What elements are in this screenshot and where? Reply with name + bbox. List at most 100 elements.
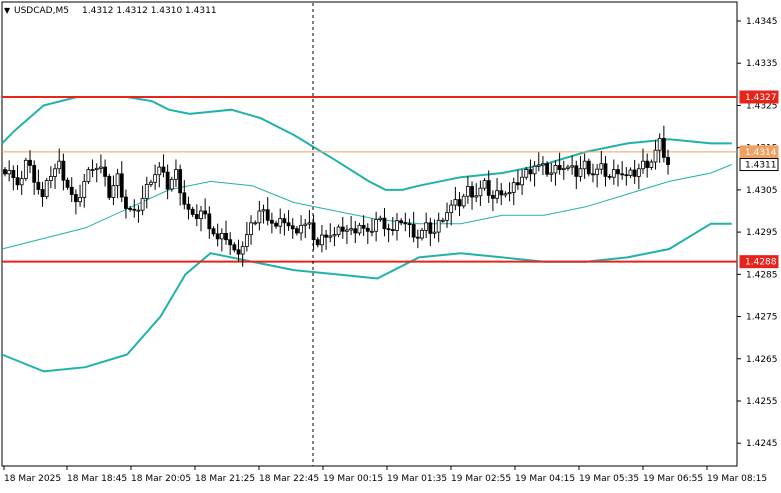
price-tags: 1.4327 1.4314 1.4311 1.4288 [739, 90, 779, 269]
candle-body [328, 235, 333, 238]
candle-body [611, 169, 616, 178]
candle-body [528, 169, 533, 175]
x-tick-label: 19 Mar 05:35 [579, 474, 639, 484]
candle-body [520, 176, 524, 186]
x-tick-label: 18 Mar 21:25 [195, 474, 255, 484]
candle-body [399, 220, 404, 224]
candle-body [315, 239, 320, 246]
price-tag-label: 1.4314 [745, 148, 777, 158]
candle-body [136, 209, 141, 212]
candle-body [495, 190, 499, 199]
x-axis: 18 Mar 2025 18 Mar 18:45 18 Mar 20:05 18 Ma… [3, 466, 767, 484]
candle-body [340, 226, 345, 232]
candle-body [453, 199, 458, 206]
candle-body [561, 167, 566, 171]
candle-body [103, 166, 107, 177]
candle-body [132, 208, 137, 211]
candle-body [336, 226, 341, 236]
candle-body [374, 219, 379, 232]
candle-body [278, 218, 283, 227]
y-tick-label: 1.4325 [746, 101, 778, 111]
candle-body [82, 181, 87, 198]
y-tick-label: 1.4295 [746, 228, 778, 238]
candle-body [78, 197, 82, 203]
candle-body [69, 186, 74, 195]
candle-body [436, 219, 441, 233]
candle-body [282, 218, 287, 224]
y-tick-label: 1.4285 [746, 270, 778, 280]
candle-body [274, 222, 278, 227]
candlesticks [3, 125, 670, 267]
candle-body [286, 222, 291, 227]
candle-body [303, 223, 308, 226]
candle-body [119, 173, 124, 198]
candle-body [3, 169, 7, 175]
candle-body [53, 168, 57, 177]
candle-body [586, 160, 591, 175]
candle-body [111, 185, 116, 198]
candle-body [465, 186, 470, 197]
candle-body [307, 222, 312, 225]
candle-body [11, 170, 16, 179]
candle-body [657, 137, 662, 151]
candle-body [474, 195, 479, 198]
chart-ohlc: 1.4312 1.4312 1.4310 1.4311 [82, 6, 217, 16]
candle-body [553, 164, 558, 174]
x-tick-label: 18 Mar 18:45 [67, 474, 127, 484]
candle-body [499, 190, 504, 196]
candle-body [591, 173, 595, 176]
candle-body [532, 165, 537, 175]
candle-body [73, 194, 78, 203]
x-tick-label: 19 Mar 08:15 [707, 474, 767, 484]
candle-body [349, 228, 354, 231]
candle-body [44, 180, 49, 198]
candle-body [28, 159, 32, 166]
candle-body [415, 236, 420, 239]
candle-body [186, 203, 191, 210]
x-tick-label: 19 Mar 02:55 [451, 474, 511, 484]
candle-body [428, 222, 433, 234]
candle-body [7, 170, 12, 175]
candle-body [211, 228, 216, 235]
bollinger-lower-line [1, 222, 732, 373]
candle-body [215, 233, 220, 240]
candle-body [107, 175, 112, 198]
candle-body [290, 225, 295, 230]
candle-body [128, 208, 133, 210]
candle-body [536, 164, 541, 167]
candle-body [265, 209, 270, 221]
price-tag-box [739, 90, 779, 104]
candle-body [482, 180, 487, 189]
candle-body [620, 173, 625, 176]
candle-body [94, 167, 99, 171]
candle-body [461, 195, 466, 207]
candle-body [269, 219, 274, 224]
candle-body [490, 194, 495, 199]
candle-body [157, 166, 162, 176]
candle-body [457, 199, 462, 207]
y-tick-label: 1.4265 [746, 355, 778, 365]
candle-body [478, 187, 483, 197]
candle-body [244, 234, 249, 247]
candle-body [174, 169, 178, 180]
candle-body [240, 246, 245, 255]
candle-body [599, 163, 604, 170]
candle-body [632, 169, 637, 177]
candle-body [65, 179, 70, 188]
chart-symbol: USDCAD,M5 [14, 6, 69, 16]
y-tick-label: 1.4255 [746, 397, 778, 407]
indicator-arrow[interactable]: ▼ [4, 6, 11, 15]
candle-body [661, 137, 666, 158]
y-tick-label: 1.4305 [746, 186, 778, 196]
candle-body [524, 169, 529, 178]
candle-body [607, 175, 612, 178]
candle-body [161, 166, 166, 173]
candle-body [557, 164, 562, 171]
candle-body [182, 192, 187, 205]
candle-body [440, 219, 445, 222]
candle-body [649, 161, 654, 168]
candle-body [486, 180, 491, 196]
price-tag-box [739, 158, 779, 172]
x-tick-label: 19 Mar 01:35 [387, 474, 447, 484]
